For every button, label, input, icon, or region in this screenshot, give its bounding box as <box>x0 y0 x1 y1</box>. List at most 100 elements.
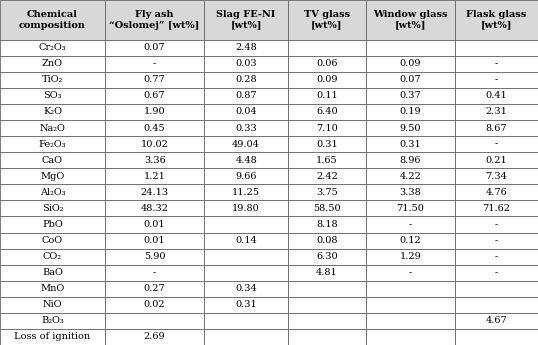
Text: 24.13: 24.13 <box>140 188 169 197</box>
Text: -: - <box>494 75 498 84</box>
Bar <box>366 249 455 265</box>
Bar <box>288 265 366 281</box>
Bar <box>204 200 288 216</box>
Text: 0.45: 0.45 <box>144 124 166 132</box>
Bar <box>204 56 288 72</box>
Text: 6.40: 6.40 <box>316 108 338 117</box>
Text: Al₂O₃: Al₂O₃ <box>40 188 65 197</box>
Bar <box>105 136 204 152</box>
Bar <box>105 265 204 281</box>
Text: -: - <box>408 220 412 229</box>
Bar <box>105 329 204 345</box>
Bar <box>455 249 538 265</box>
Bar <box>0 249 105 265</box>
Bar <box>105 216 204 233</box>
Text: K₂O: K₂O <box>43 108 62 117</box>
Text: 1.29: 1.29 <box>399 252 421 261</box>
Bar <box>105 104 204 120</box>
Bar <box>366 56 455 72</box>
Text: 0.28: 0.28 <box>235 75 257 84</box>
Bar <box>455 184 538 200</box>
Text: Fe₂O₃: Fe₂O₃ <box>39 140 66 149</box>
Bar <box>204 72 288 88</box>
Bar <box>288 249 366 265</box>
Bar <box>0 329 105 345</box>
Bar <box>0 168 105 184</box>
Text: 8.96: 8.96 <box>400 156 421 165</box>
Bar <box>288 168 366 184</box>
Bar <box>0 88 105 104</box>
Text: B₂O₃: B₂O₃ <box>41 316 64 325</box>
Text: 4.48: 4.48 <box>235 156 257 165</box>
Text: 8.67: 8.67 <box>485 124 507 132</box>
Bar <box>0 200 105 216</box>
Text: 0.33: 0.33 <box>235 124 257 132</box>
Text: Loss of ignition: Loss of ignition <box>15 333 90 342</box>
Bar <box>105 200 204 216</box>
Bar <box>455 265 538 281</box>
Text: 49.04: 49.04 <box>232 140 260 149</box>
Bar <box>0 120 105 136</box>
Bar <box>204 120 288 136</box>
Text: -: - <box>153 268 157 277</box>
Text: 0.04: 0.04 <box>235 108 257 117</box>
Text: -: - <box>494 140 498 149</box>
Bar <box>204 184 288 200</box>
Text: TiO₂: TiO₂ <box>42 75 63 84</box>
Bar <box>366 200 455 216</box>
Text: 6.30: 6.30 <box>316 252 338 261</box>
Text: 0.21: 0.21 <box>485 156 507 165</box>
Bar <box>366 120 455 136</box>
Bar <box>455 136 538 152</box>
Bar <box>366 216 455 233</box>
Text: CaO: CaO <box>42 156 63 165</box>
Bar <box>455 168 538 184</box>
Bar <box>105 152 204 168</box>
Bar <box>204 0 288 40</box>
Bar <box>204 152 288 168</box>
Bar <box>105 281 204 297</box>
Text: 4.22: 4.22 <box>399 172 421 181</box>
Bar <box>455 329 538 345</box>
Text: -: - <box>153 59 157 68</box>
Bar <box>105 40 204 56</box>
Bar <box>288 233 366 249</box>
Text: MnO: MnO <box>40 284 65 293</box>
Bar <box>204 297 288 313</box>
Bar <box>204 281 288 297</box>
Text: 0.08: 0.08 <box>316 236 337 245</box>
Text: 11.25: 11.25 <box>232 188 260 197</box>
Text: 0.07: 0.07 <box>144 43 166 52</box>
Bar <box>366 329 455 345</box>
Text: 0.41: 0.41 <box>485 91 507 100</box>
Text: 0.31: 0.31 <box>316 140 338 149</box>
Text: 0.37: 0.37 <box>399 91 421 100</box>
Bar <box>105 184 204 200</box>
Bar <box>105 56 204 72</box>
Bar <box>455 88 538 104</box>
Bar <box>204 104 288 120</box>
Text: -: - <box>408 268 412 277</box>
Bar <box>105 0 204 40</box>
Bar <box>105 233 204 249</box>
Bar <box>204 136 288 152</box>
Bar <box>0 136 105 152</box>
Text: 48.32: 48.32 <box>140 204 169 213</box>
Text: 0.19: 0.19 <box>399 108 421 117</box>
Bar <box>455 216 538 233</box>
Text: Flask glass
[wt%]: Flask glass [wt%] <box>466 10 527 30</box>
Bar <box>204 216 288 233</box>
Bar <box>0 297 105 313</box>
Bar <box>204 329 288 345</box>
Text: 4.76: 4.76 <box>485 188 507 197</box>
Text: MgO: MgO <box>40 172 65 181</box>
Text: 3.75: 3.75 <box>316 188 338 197</box>
Bar <box>455 313 538 329</box>
Bar <box>455 72 538 88</box>
Bar <box>455 56 538 72</box>
Bar <box>288 200 366 216</box>
Text: 0.14: 0.14 <box>235 236 257 245</box>
Bar <box>288 88 366 104</box>
Text: 58.50: 58.50 <box>313 204 341 213</box>
Text: -: - <box>494 59 498 68</box>
